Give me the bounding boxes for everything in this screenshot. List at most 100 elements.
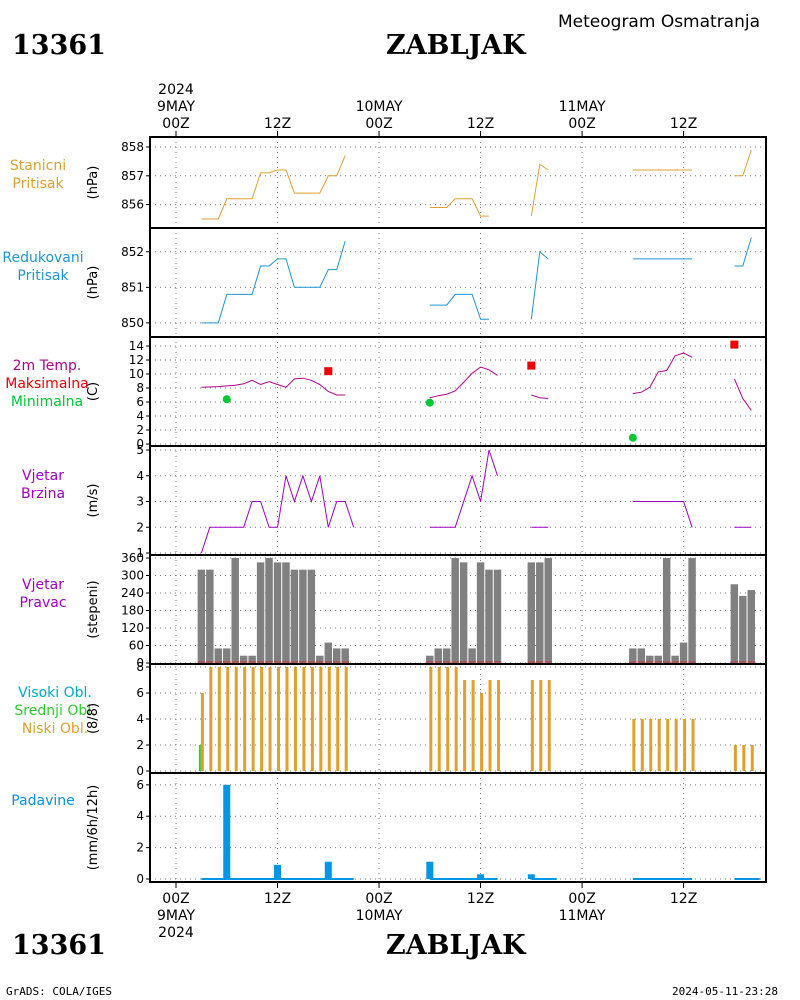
niski-bar-35 <box>674 719 678 771</box>
temp-segment-0 <box>201 377 346 396</box>
brzina-ytick-label-0: 1 <box>136 546 144 560</box>
niski-bar-4 <box>234 667 238 771</box>
redukovani-ytick-label-0: 850 <box>121 316 144 330</box>
pravac-ytick-label-5: 300 <box>121 569 144 583</box>
padavine-ytick-label-0: 0 <box>136 872 144 886</box>
brzina-ytick-label-3: 4 <box>136 469 144 483</box>
bottom-year-label: 2024 <box>158 925 194 941</box>
temp-ytick-label-3: 6 <box>136 395 144 409</box>
niski-bar-8 <box>268 667 272 771</box>
niski-bar-36 <box>683 719 687 771</box>
direction-bar-21 <box>451 558 459 663</box>
stanicni-ytick-label-2: 858 <box>121 140 144 154</box>
tmax-marker-1 <box>527 361 536 370</box>
direction-bar-16 <box>333 648 341 663</box>
oblaci-label-line-2: Srednji Obl. <box>14 703 96 719</box>
direction-bar-3 <box>223 648 231 663</box>
direction-bar-2 <box>214 648 223 663</box>
direction-bar-19 <box>434 648 442 663</box>
niski-bar-21 <box>454 667 458 771</box>
redukovani-segment-4 <box>734 237 752 267</box>
oblaci-label-line-1: Visoki Obl. <box>18 685 92 701</box>
direction-bar-40 <box>747 590 756 663</box>
direction-bar-1 <box>206 569 214 663</box>
stanicni-segment-4 <box>734 149 752 177</box>
pravac-unit-label: (stepeni) <box>86 580 101 638</box>
oblaci-ytick-label-1: 2 <box>136 738 144 752</box>
niski-bar-14 <box>319 667 323 771</box>
niski-bar-20 <box>446 667 450 771</box>
top-date-label-0: 9MAY <box>157 99 195 115</box>
direction-bar-29 <box>544 558 552 663</box>
direction-bar-31 <box>637 648 646 663</box>
oblaci-ytick-label-3: 6 <box>136 686 144 700</box>
brzina-unit-label: (m/s) <box>86 484 101 518</box>
oblaci-unit-label: (8/8) <box>86 703 101 734</box>
direction-bar-18 <box>426 655 434 663</box>
niski-bar-23 <box>471 680 475 771</box>
oblaci-label-line-3: Niski Obl. <box>21 721 89 737</box>
bottom-time-label-1: 12Z <box>264 891 291 907</box>
redukovani-segment-2 <box>530 250 549 320</box>
niski-bar-19 <box>437 667 441 771</box>
stanicni-pritisak-label: Stanicni Pritisak <box>0 157 76 193</box>
padavine-panel-frame <box>149 772 767 883</box>
direction-bar-33 <box>654 655 662 663</box>
footer-station-id: 13361 <box>12 930 106 961</box>
niski-bar-6 <box>251 667 255 771</box>
direction-bar-28 <box>536 562 544 663</box>
temp-label-line-3: Minimalna <box>10 394 84 410</box>
niski-bar-22 <box>463 680 467 771</box>
niski-bar-31 <box>640 719 644 771</box>
direction-bar-34 <box>662 558 671 663</box>
temp-ytick-label-4: 8 <box>136 381 144 395</box>
pravac-ytick-label-3: 180 <box>121 604 144 618</box>
precip-bar-3 <box>426 861 434 879</box>
brzina-ytick-label-2: 3 <box>136 495 144 509</box>
temp-segment-2 <box>531 394 549 399</box>
niski-bar-10 <box>285 667 289 771</box>
srednji-bar-0 <box>198 745 201 771</box>
meteogram-subtitle: Meteogram Osmatranja <box>558 12 761 32</box>
redukovani-ytick-label-2: 852 <box>121 245 144 259</box>
temp-segment-1 <box>429 366 498 399</box>
niski-bar-3 <box>226 667 230 771</box>
direction-bar-7 <box>256 562 265 663</box>
padavine-ytick-label-2: 4 <box>136 809 144 823</box>
direction-bar-20 <box>442 648 451 663</box>
direction-bar-14 <box>316 655 324 663</box>
stanicni-segment-2 <box>530 163 549 217</box>
clouds-label: Visoki Obl. Srednji Obl. Niski Obl. <box>0 684 110 738</box>
niski-bar-29 <box>547 680 551 771</box>
stanicni-ytick-label-0: 856 <box>121 198 144 212</box>
pravac-ytick-label-4: 240 <box>121 586 144 600</box>
niski-bar-16 <box>336 667 340 771</box>
redukovani-panel-frame <box>149 227 767 338</box>
wind-speed-label: Vjetar Brzina <box>0 467 86 503</box>
redukovani-ytick-label-1: 851 <box>121 280 144 294</box>
padavine-label-line-1: Padavine <box>11 793 75 809</box>
station-id: 13361 <box>12 30 106 61</box>
direction-bar-23 <box>468 648 476 663</box>
temp-ytick-label-5: 10 <box>129 367 144 381</box>
direction-bar-27 <box>527 562 536 663</box>
redukovani-segment-1 <box>429 293 489 320</box>
direction-bar-26 <box>493 569 502 663</box>
bottom-time-label-3: 12Z <box>467 891 494 907</box>
stanicni-panel-frame <box>149 136 767 229</box>
direction-bar-22 <box>459 562 468 663</box>
oblaci-ytick-label-0: 0 <box>136 764 144 778</box>
precip-bar-1 <box>274 864 282 879</box>
brzina-label-line-1: Vjetar <box>22 468 64 484</box>
direction-bar-25 <box>485 569 493 663</box>
stanicni-label-line-2: Pritisak <box>12 176 64 192</box>
pravac-ytick-label-2: 120 <box>121 621 144 635</box>
niski-bar-27 <box>530 680 534 771</box>
top-time-label-0: 00Z <box>162 116 189 132</box>
niski-bar-32 <box>649 719 653 771</box>
direction-bar-10 <box>282 562 290 663</box>
temp-ytick-label-1: 2 <box>136 423 144 437</box>
tmin-marker-2 <box>628 433 637 442</box>
direction-bar-17 <box>341 648 349 663</box>
